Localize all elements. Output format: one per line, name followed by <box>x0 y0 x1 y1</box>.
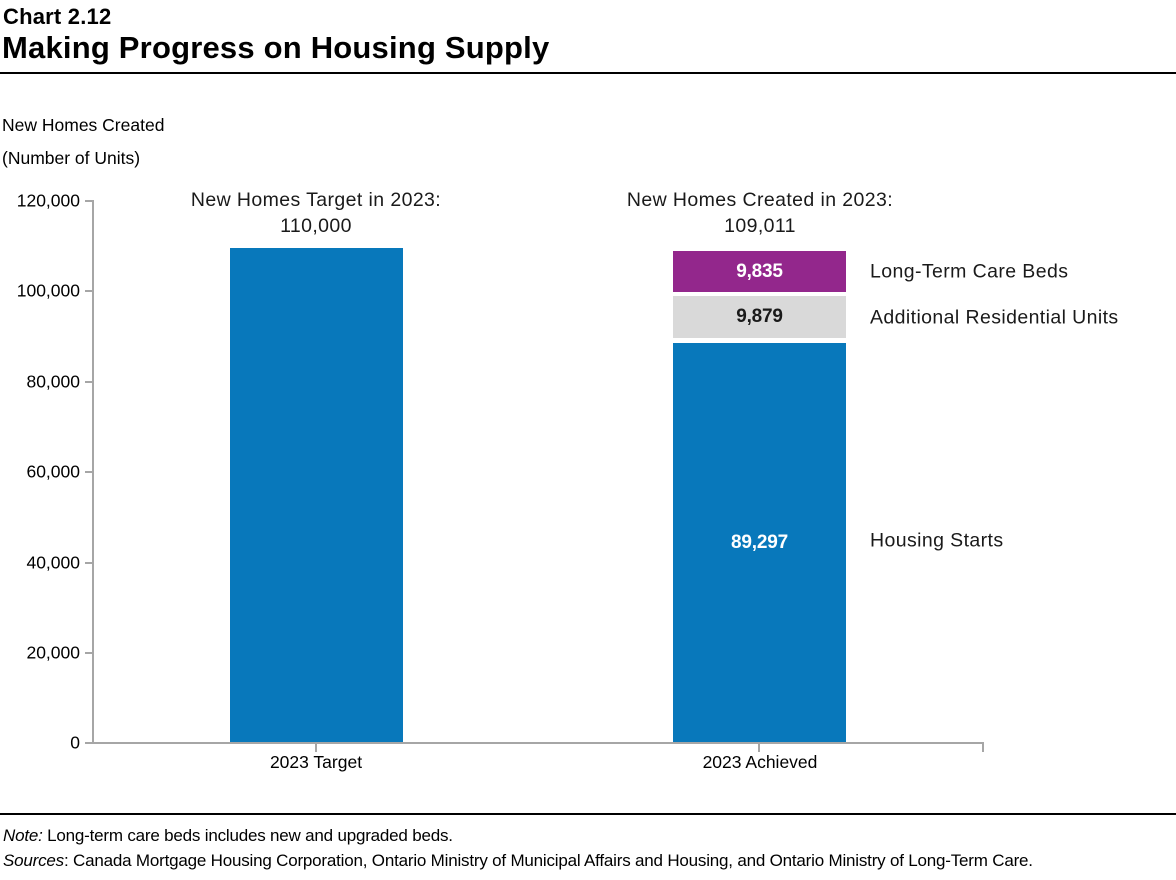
x-axis-line <box>92 742 984 744</box>
footnote: Note: Long-term care beds includes new a… <box>3 826 453 846</box>
y-tick-mark <box>85 290 93 292</box>
y-tick-label: 100,000 <box>16 280 80 301</box>
y-tick-mark <box>85 381 93 383</box>
y-tick-mark <box>85 471 93 473</box>
y-tick-label: 40,000 <box>26 552 80 573</box>
annotation-achieved-value: 109,011 <box>724 215 796 237</box>
footer-divider <box>0 813 1176 815</box>
x-tick-mark <box>758 744 760 752</box>
y-tick-label: 120,000 <box>16 190 80 211</box>
sources-text: : Canada Mortgage Housing Corporation, O… <box>63 851 1033 870</box>
title-divider <box>0 72 1176 74</box>
bar-segment-housing-starts: 89,297 <box>673 343 846 742</box>
y-tick-mark <box>85 562 93 564</box>
y-tick-label: 0 <box>70 732 80 753</box>
footnote-prefix: Note: <box>3 826 43 845</box>
footnote-text: Long-term care beds includes new and upg… <box>42 826 453 845</box>
bar-2023-target <box>230 248 403 742</box>
y-tick-mark <box>85 200 93 202</box>
chart-number: Chart 2.12 <box>3 4 112 29</box>
x-label-2023-target: 2023 Target <box>269 752 363 772</box>
y-tick-mark <box>85 742 93 744</box>
segment-value-label: 9,835 <box>736 260 783 282</box>
sources-prefix: Sources <box>3 851 64 870</box>
y-axis-title-line2: (Number of Units) <box>2 148 141 168</box>
segment-value-label: 9,879 <box>736 306 783 327</box>
x-label-2023-achieved: 2023 Achieved <box>702 752 818 772</box>
annotation-target-value: 110,000 <box>280 215 352 237</box>
annotation-target-text: New Homes Target in 2023: <box>190 189 442 211</box>
series-label-housing-starts: Housing Starts <box>870 529 1004 552</box>
page-title: Making Progress on Housing Supply <box>2 30 550 65</box>
y-tick-label: 80,000 <box>26 371 80 392</box>
y-tick-mark <box>85 652 93 654</box>
y-axis-title: New Homes Created (Number of Units) <box>2 109 164 175</box>
series-label-additional-residential-units: Additional Residential Units <box>870 306 1119 329</box>
x-tick-mark <box>315 744 317 752</box>
sources: Sources: Canada Mortgage Housing Corpora… <box>3 851 1033 871</box>
x-tick-mark <box>982 744 984 752</box>
annotation-target: New Homes Target in 2023: 110,000 <box>81 187 551 239</box>
bar-segment-additional-residential-units: 9,879 <box>673 296 846 338</box>
y-axis-title-line1: New Homes Created <box>2 115 165 135</box>
y-tick-label: 20,000 <box>26 642 80 663</box>
y-axis-line <box>92 200 94 744</box>
series-label-long-term-care-beds: Long-Term Care Beds <box>870 260 1069 283</box>
segment-value-label: 89,297 <box>731 531 788 553</box>
annotation-achieved-text: New Homes Created in 2023: <box>626 189 894 211</box>
y-tick-label: 60,000 <box>26 461 80 482</box>
annotation-achieved: New Homes Created in 2023: 109,011 <box>525 187 995 239</box>
bar-segment-long-term-care-beds: 9,835 <box>673 251 846 292</box>
